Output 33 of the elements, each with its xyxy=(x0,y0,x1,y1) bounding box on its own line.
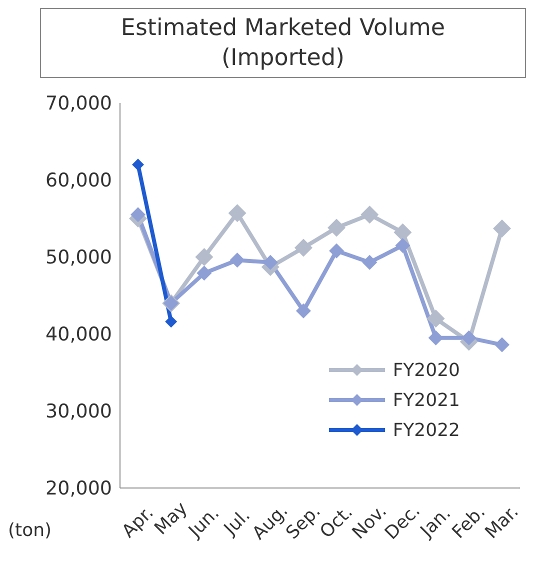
point xyxy=(360,206,379,224)
point xyxy=(328,218,346,237)
y-tick-label: 70,000 xyxy=(46,92,112,115)
point xyxy=(395,238,410,253)
chart-title: Estimated Marketed Volume (Imported) xyxy=(120,14,446,73)
point xyxy=(132,158,144,171)
point xyxy=(196,266,212,281)
y-axis-title: (ton) xyxy=(8,520,52,541)
point xyxy=(493,220,511,238)
point xyxy=(262,254,278,270)
y-tick-label: 60,000 xyxy=(46,170,112,192)
point xyxy=(428,330,444,346)
point xyxy=(426,310,445,328)
point xyxy=(130,207,146,222)
point xyxy=(230,252,245,268)
y-tick-label: 50,000 xyxy=(46,246,112,269)
point xyxy=(362,254,378,270)
point xyxy=(294,238,312,257)
point xyxy=(296,303,311,318)
legend-label: FY2021 xyxy=(392,390,460,410)
point xyxy=(228,204,246,222)
y-tick-label: 30,000 xyxy=(46,400,112,423)
point xyxy=(394,223,412,242)
point xyxy=(165,316,178,328)
legend-label: FY2020 xyxy=(392,360,460,380)
point xyxy=(329,243,344,258)
legend-label: FY2022 xyxy=(392,420,460,440)
point xyxy=(461,330,476,346)
y-tick-label: 40,000 xyxy=(46,324,112,346)
point xyxy=(494,337,510,352)
y-tick-label: 20,000 xyxy=(46,478,112,500)
point xyxy=(195,248,214,266)
x-tick-label: Jul. xyxy=(219,505,254,540)
